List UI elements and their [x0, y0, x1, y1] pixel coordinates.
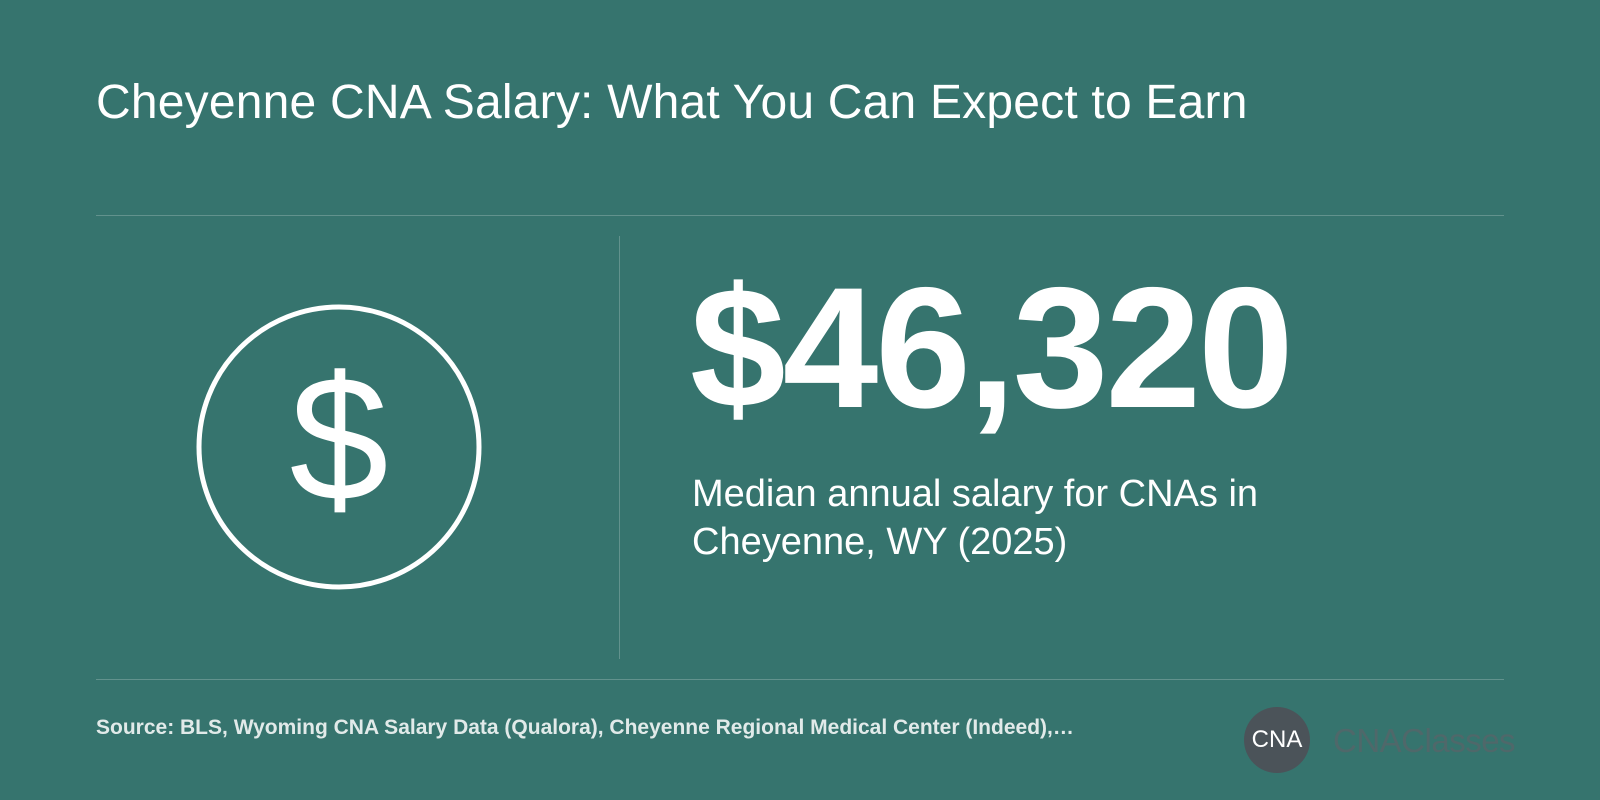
logo-name[interactable]: CNAClasses — [1333, 722, 1516, 759]
page-title: Cheyenne CNA Salary: What You Can Expect… — [96, 76, 1248, 129]
source-text: Source: BLS, Wyoming CNA Salary Data (Qu… — [96, 716, 1074, 739]
dollar-circle-icon: $ — [196, 304, 482, 590]
vertical-divider — [619, 236, 620, 659]
svg-text:$: $ — [290, 339, 389, 538]
top-divider — [96, 215, 1504, 216]
logo-mark: CNA — [1251, 726, 1303, 753]
salary-description: Median annual salary for CNAs in Cheyenn… — [692, 473, 1259, 563]
logo-badge[interactable]: CNA — [1244, 707, 1310, 773]
salary-value: $46,320 — [690, 252, 1294, 444]
bottom-divider — [96, 679, 1504, 680]
